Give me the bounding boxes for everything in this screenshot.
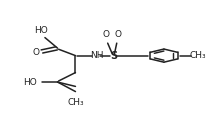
Text: CH₃: CH₃ xyxy=(190,51,206,60)
Text: HO: HO xyxy=(34,26,47,35)
Text: HO: HO xyxy=(23,78,36,87)
Text: O: O xyxy=(102,30,110,39)
Text: NH: NH xyxy=(90,51,103,60)
Text: O: O xyxy=(114,30,121,39)
Text: S: S xyxy=(110,51,117,61)
Text: O: O xyxy=(32,48,39,57)
Text: CH₃: CH₃ xyxy=(67,98,84,107)
